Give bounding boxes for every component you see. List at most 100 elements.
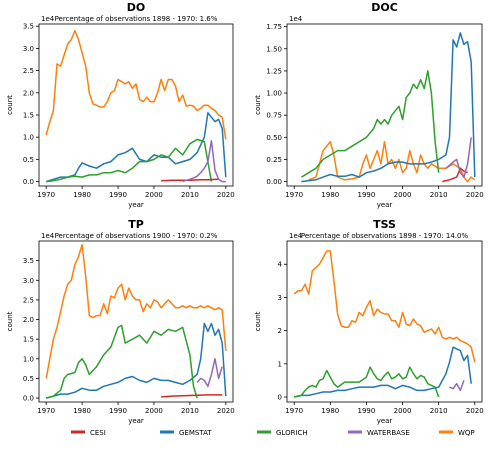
chart-title: TP xyxy=(128,218,144,231)
y-tick-label: 1.50 xyxy=(266,45,282,53)
x-tick-label: 1980 xyxy=(73,407,91,415)
series-line-cesi xyxy=(161,394,223,398)
chart-title: DO xyxy=(127,1,145,14)
x-tick-label: 2010 xyxy=(430,191,448,199)
y-tick-label: 1.5 xyxy=(23,336,34,344)
x-tick-label: 1970 xyxy=(37,191,55,199)
x-tick-label: 1990 xyxy=(109,191,127,199)
axis-multiplier: 1e4 xyxy=(41,15,55,23)
y-axis-label: count xyxy=(6,311,14,331)
y-tick-label: 0.25 xyxy=(266,156,282,164)
x-tick-label: 2010 xyxy=(430,407,448,415)
x-tick-label: 1990 xyxy=(109,407,127,415)
series-line-glorich xyxy=(294,366,440,398)
axis-multiplier: 1e4 xyxy=(289,15,303,23)
x-tick-label: 1990 xyxy=(358,407,376,415)
series-line-wqp xyxy=(293,250,476,363)
y-tick-label: 1.75 xyxy=(266,23,282,31)
x-axis-label: year xyxy=(377,417,393,425)
series-line-gemstat xyxy=(301,32,476,183)
x-axis-label: year xyxy=(377,201,393,209)
chart-title: DOC xyxy=(371,1,398,14)
chart-subtitle: Percentage of observations 1900 - 1970: … xyxy=(55,232,218,240)
y-tick-label: 1.0 xyxy=(23,355,34,363)
legend-label: GEMSTAT xyxy=(179,429,212,437)
series-line-gemstat xyxy=(45,322,227,399)
legend-label: WATERBASE xyxy=(367,429,410,437)
y-tick-label: 2.5 xyxy=(23,296,34,304)
y-axis-label: count xyxy=(254,311,262,331)
series-line-waterbase xyxy=(182,139,226,183)
x-tick-label: 2010 xyxy=(181,191,199,199)
y-tick-label: 0.0 xyxy=(23,395,34,403)
y-tick-label: 0.5 xyxy=(23,375,34,383)
series-group xyxy=(293,250,476,398)
axis-multiplier: 1e4 xyxy=(289,232,303,240)
axis-multiplier: 1e4 xyxy=(41,232,55,240)
y-tick-label: 3.0 xyxy=(23,45,34,53)
series-line-waterbase xyxy=(445,137,472,178)
series-group xyxy=(45,29,227,183)
y-tick-label: 2.0 xyxy=(23,89,34,97)
x-axis-label: year xyxy=(128,417,144,425)
legend-label: WQP xyxy=(458,429,475,437)
series-line-glorich xyxy=(46,138,213,183)
y-tick-label: 1.5 xyxy=(23,111,34,119)
legend-item-waterbase: WATERBASE xyxy=(348,429,410,437)
x-tick-label: 2020 xyxy=(466,191,484,199)
y-tick-label: 2 xyxy=(278,327,282,335)
y-tick-label: 1.0 xyxy=(23,134,34,142)
y-tick-label: 0.0 xyxy=(23,178,34,186)
y-tick-label: 0.00 xyxy=(266,178,282,186)
x-tick-label: 2020 xyxy=(217,191,235,199)
x-tick-label: 2000 xyxy=(394,191,412,199)
y-tick-label: 3.5 xyxy=(23,257,34,265)
legend: CESI GEMSTAT GLORICH WATERBASE WQP xyxy=(71,429,475,437)
x-tick-label: 2020 xyxy=(466,407,484,415)
x-tick-label: 1980 xyxy=(321,191,339,199)
legend-item-gemstat: GEMSTAT xyxy=(160,429,212,437)
x-axis-label: year xyxy=(128,201,144,209)
series-line-gemstat xyxy=(45,112,227,183)
series-line-waterbase xyxy=(449,380,465,392)
x-tick-label: 1980 xyxy=(321,407,339,415)
series-group xyxy=(301,32,476,183)
y-tick-label: 0 xyxy=(278,394,282,402)
y-tick-label: 2.5 xyxy=(23,67,34,75)
plot-frame xyxy=(286,240,483,403)
series-line-wqp xyxy=(45,29,227,140)
y-tick-label: 3.5 xyxy=(23,23,34,31)
series-line-wqp xyxy=(45,244,227,379)
y-tick-label: 3 xyxy=(278,294,282,302)
chart-subtitle: Percentage of observations 1898 - 1970: … xyxy=(55,15,218,23)
series-line-cesi xyxy=(442,167,468,183)
y-tick-label: 0.75 xyxy=(266,112,282,120)
y-tick-label: 0.5 xyxy=(23,156,34,164)
legend-label: CESI xyxy=(90,429,106,437)
series-line-waterbase xyxy=(196,358,223,388)
legend-item-cesi: CESI xyxy=(71,429,106,437)
legend-item-glorich: GLORICH xyxy=(257,429,308,437)
series-line-wqp xyxy=(308,140,476,183)
series-line-cesi xyxy=(161,178,219,182)
x-tick-label: 1970 xyxy=(285,191,303,199)
series-line-glorich xyxy=(301,70,440,178)
legend-label: GLORICH xyxy=(276,429,308,437)
panel-doc: DOC 1e4 1970 1980 1990 2000 2010 2020 0.00 0.25 0.… xyxy=(254,1,484,209)
x-tick-label: 2000 xyxy=(394,407,412,415)
series-line-glorich xyxy=(45,324,198,399)
x-tick-label: 2000 xyxy=(145,407,163,415)
x-tick-label: 2010 xyxy=(181,407,199,415)
legend-item-wqp: WQP xyxy=(439,429,475,437)
y-tick-label: 4 xyxy=(278,261,283,269)
y-tick-label: 1.00 xyxy=(266,90,282,98)
y-tick-label: 1.25 xyxy=(266,67,282,75)
plot-frame xyxy=(38,240,234,403)
y-tick-label: 3.0 xyxy=(23,277,34,285)
plot-frame xyxy=(286,23,483,187)
